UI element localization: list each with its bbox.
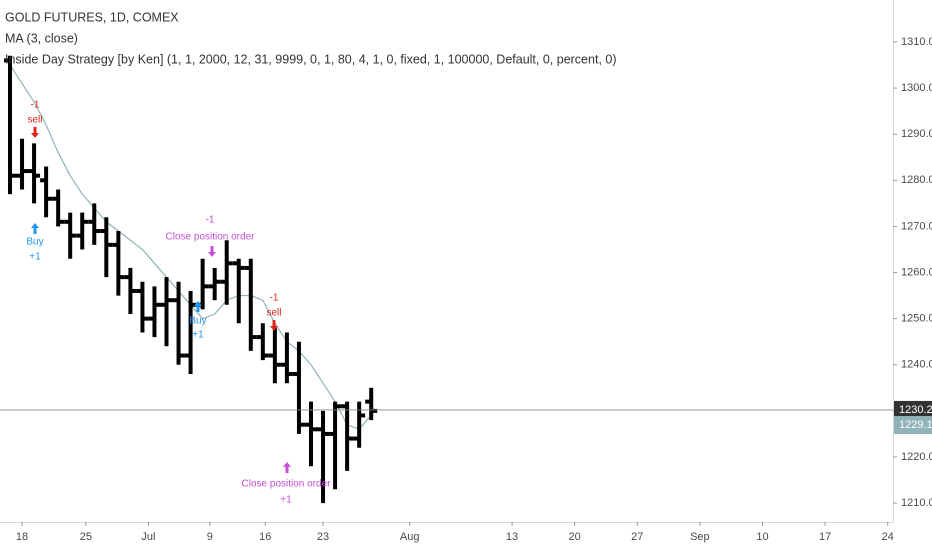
x-tick-label: 10 [756,531,768,543]
strategy-annotation: Close position order [166,232,256,243]
strategy-annotation: -1 [31,100,40,111]
strategy-annotation: +1 [29,252,41,263]
strategy-annotation: +1 [192,330,204,341]
ma-price-box [894,416,932,435]
indicator-label: MA (3, close) [5,31,78,45]
y-tick-label: 1290.0 [901,128,932,140]
strategy-annotation: -1 [206,215,215,226]
strategy-annotation: sell [266,308,281,319]
x-tick-label: 24 [882,531,894,543]
x-tick-label: 13 [506,531,518,543]
x-tick-label: 9 [207,531,213,543]
signal-arrow [283,462,291,473]
y-tick-label: 1220.0 [901,451,932,463]
x-tick-label: 17 [819,531,831,543]
x-tick-label: 16 [259,531,271,543]
y-tick-label: 1310.0 [901,36,932,48]
signal-arrow [194,301,202,312]
x-tick-label: Sep [690,531,710,543]
last-price-box [894,400,932,419]
chart-title: GOLD FUTURES, 1D, COMEX [5,10,179,24]
strategy-annotation: Buy [26,237,43,248]
signal-arrow [31,223,39,234]
x-tick-label: 25 [80,531,92,543]
y-tick-label: 1260.0 [901,266,932,278]
x-tick-label: 27 [631,531,643,543]
y-tick-label: 1240.0 [901,359,932,371]
strategy-annotation: sell [27,115,42,126]
ma-price-label: 1229.1 [899,419,932,431]
last-price-label: 1230.2 [899,404,932,416]
y-tick-label: 1210.0 [901,497,932,509]
x-tick-label: 18 [16,531,28,543]
plot [3,55,378,504]
signal-arrow [208,246,216,257]
x-tick-label: Aug [400,531,420,543]
strategy-annotation: Buy [189,316,206,327]
y-tick-label: 1270.0 [901,220,932,232]
x-tick-label: 23 [317,531,329,543]
strategy-annotation: Close position order [242,479,332,490]
signal-arrow [270,320,278,331]
strategy-annotation: +1 [280,495,292,506]
x-tick-label: 20 [569,531,581,543]
x-tick-label: Jul [141,531,155,543]
signal-arrow [31,127,39,138]
y-tick-label: 1250.0 [901,313,932,325]
y-tick-label: 1300.0 [901,82,932,94]
y-tick-label: 1280.0 [901,174,932,186]
indicator-label: Inside Day Strategy [by Ken] (1, 1, 2000… [5,52,617,66]
strategy-annotation: -1 [270,293,279,304]
